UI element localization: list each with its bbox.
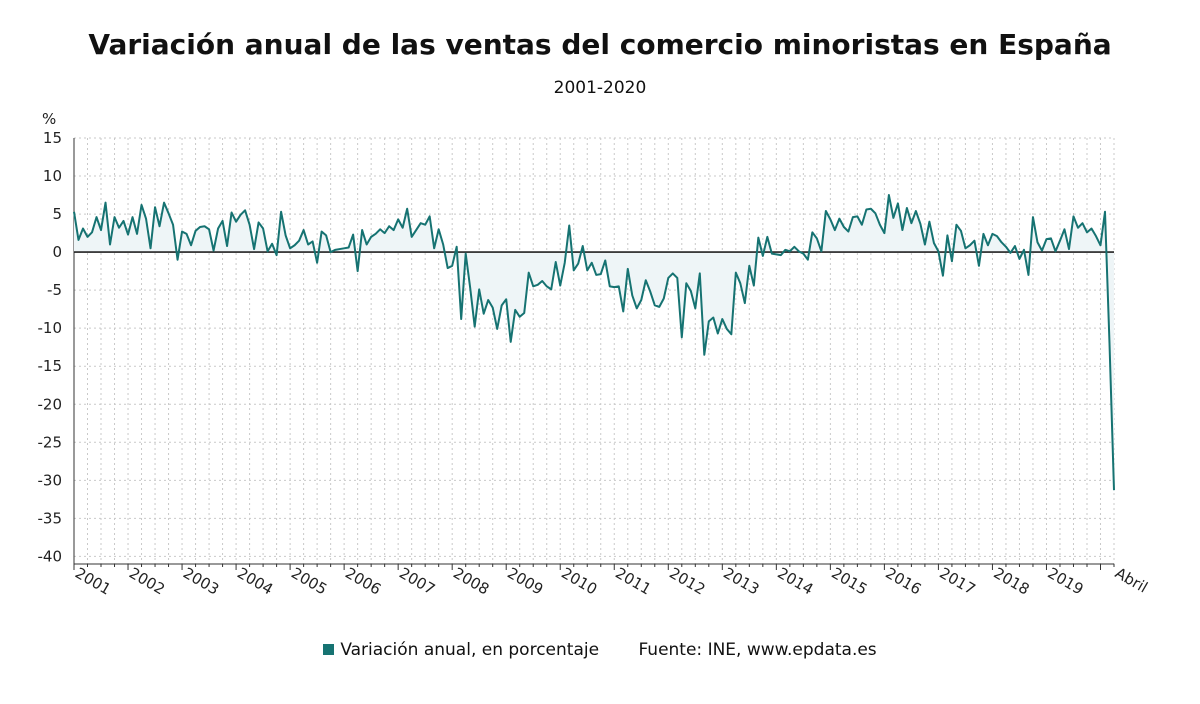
- x-tick-label: Abril: [1112, 564, 1151, 597]
- y-tick-label: -25: [38, 433, 63, 451]
- y-tick-label: -40: [38, 547, 63, 565]
- series-area: [74, 195, 1114, 491]
- x-tick-label: 2001: [72, 564, 114, 599]
- legend-label: Variación anual, en porcentaje: [340, 640, 600, 660]
- x-tick-label: 2014: [774, 564, 816, 599]
- x-tick-label: 2005: [288, 564, 330, 599]
- y-tick-label: -35: [38, 509, 63, 527]
- x-tick-label: 2007: [396, 564, 438, 599]
- y-tick-label: -30: [38, 471, 63, 489]
- x-tick-label: 2019: [1044, 564, 1086, 599]
- y-tick-label: -20: [38, 395, 63, 413]
- y-axis-label: %: [42, 110, 56, 128]
- x-tick-label: 2010: [558, 564, 600, 599]
- source-note: Fuente: INE, www.epdata.es: [638, 640, 877, 660]
- x-tick-label: 2017: [936, 564, 978, 599]
- chart-title: Variación anual de las ventas del comerc…: [88, 28, 1112, 61]
- x-tick-label: 2002: [126, 564, 168, 599]
- x-tick-label: 2003: [180, 564, 222, 599]
- x-tick-label: 2009: [504, 564, 546, 599]
- y-tick-label: 10: [43, 167, 62, 185]
- y-tick-label: 15: [43, 129, 62, 147]
- y-tick-label: 0: [52, 243, 62, 261]
- x-tick-label: 2006: [342, 564, 384, 599]
- y-tick-label: -5: [47, 281, 62, 299]
- x-tick-label: 2011: [612, 564, 654, 599]
- x-tick-label: 2012: [666, 564, 708, 599]
- x-tick-label: 2015: [828, 564, 870, 599]
- y-tick-label: -15: [38, 357, 63, 375]
- x-tick-label: 2016: [882, 564, 924, 599]
- series-line: [73, 194, 1115, 491]
- x-tick-label: 2004: [234, 564, 276, 599]
- y-tick-label: 5: [52, 205, 62, 223]
- chart-subtitle: 2001-2020: [553, 78, 647, 98]
- legend-item: Variación anual, en porcentaje: [323, 640, 599, 660]
- x-tick-label: 2008: [450, 564, 492, 599]
- y-tick-label: -10: [38, 319, 63, 337]
- legend: Variación anual, en porcentaje Fuente: I…: [0, 640, 1200, 660]
- x-tick-label: 2013: [720, 564, 762, 599]
- legend-swatch-icon: [323, 644, 335, 655]
- x-tick-label: 2018: [990, 564, 1032, 599]
